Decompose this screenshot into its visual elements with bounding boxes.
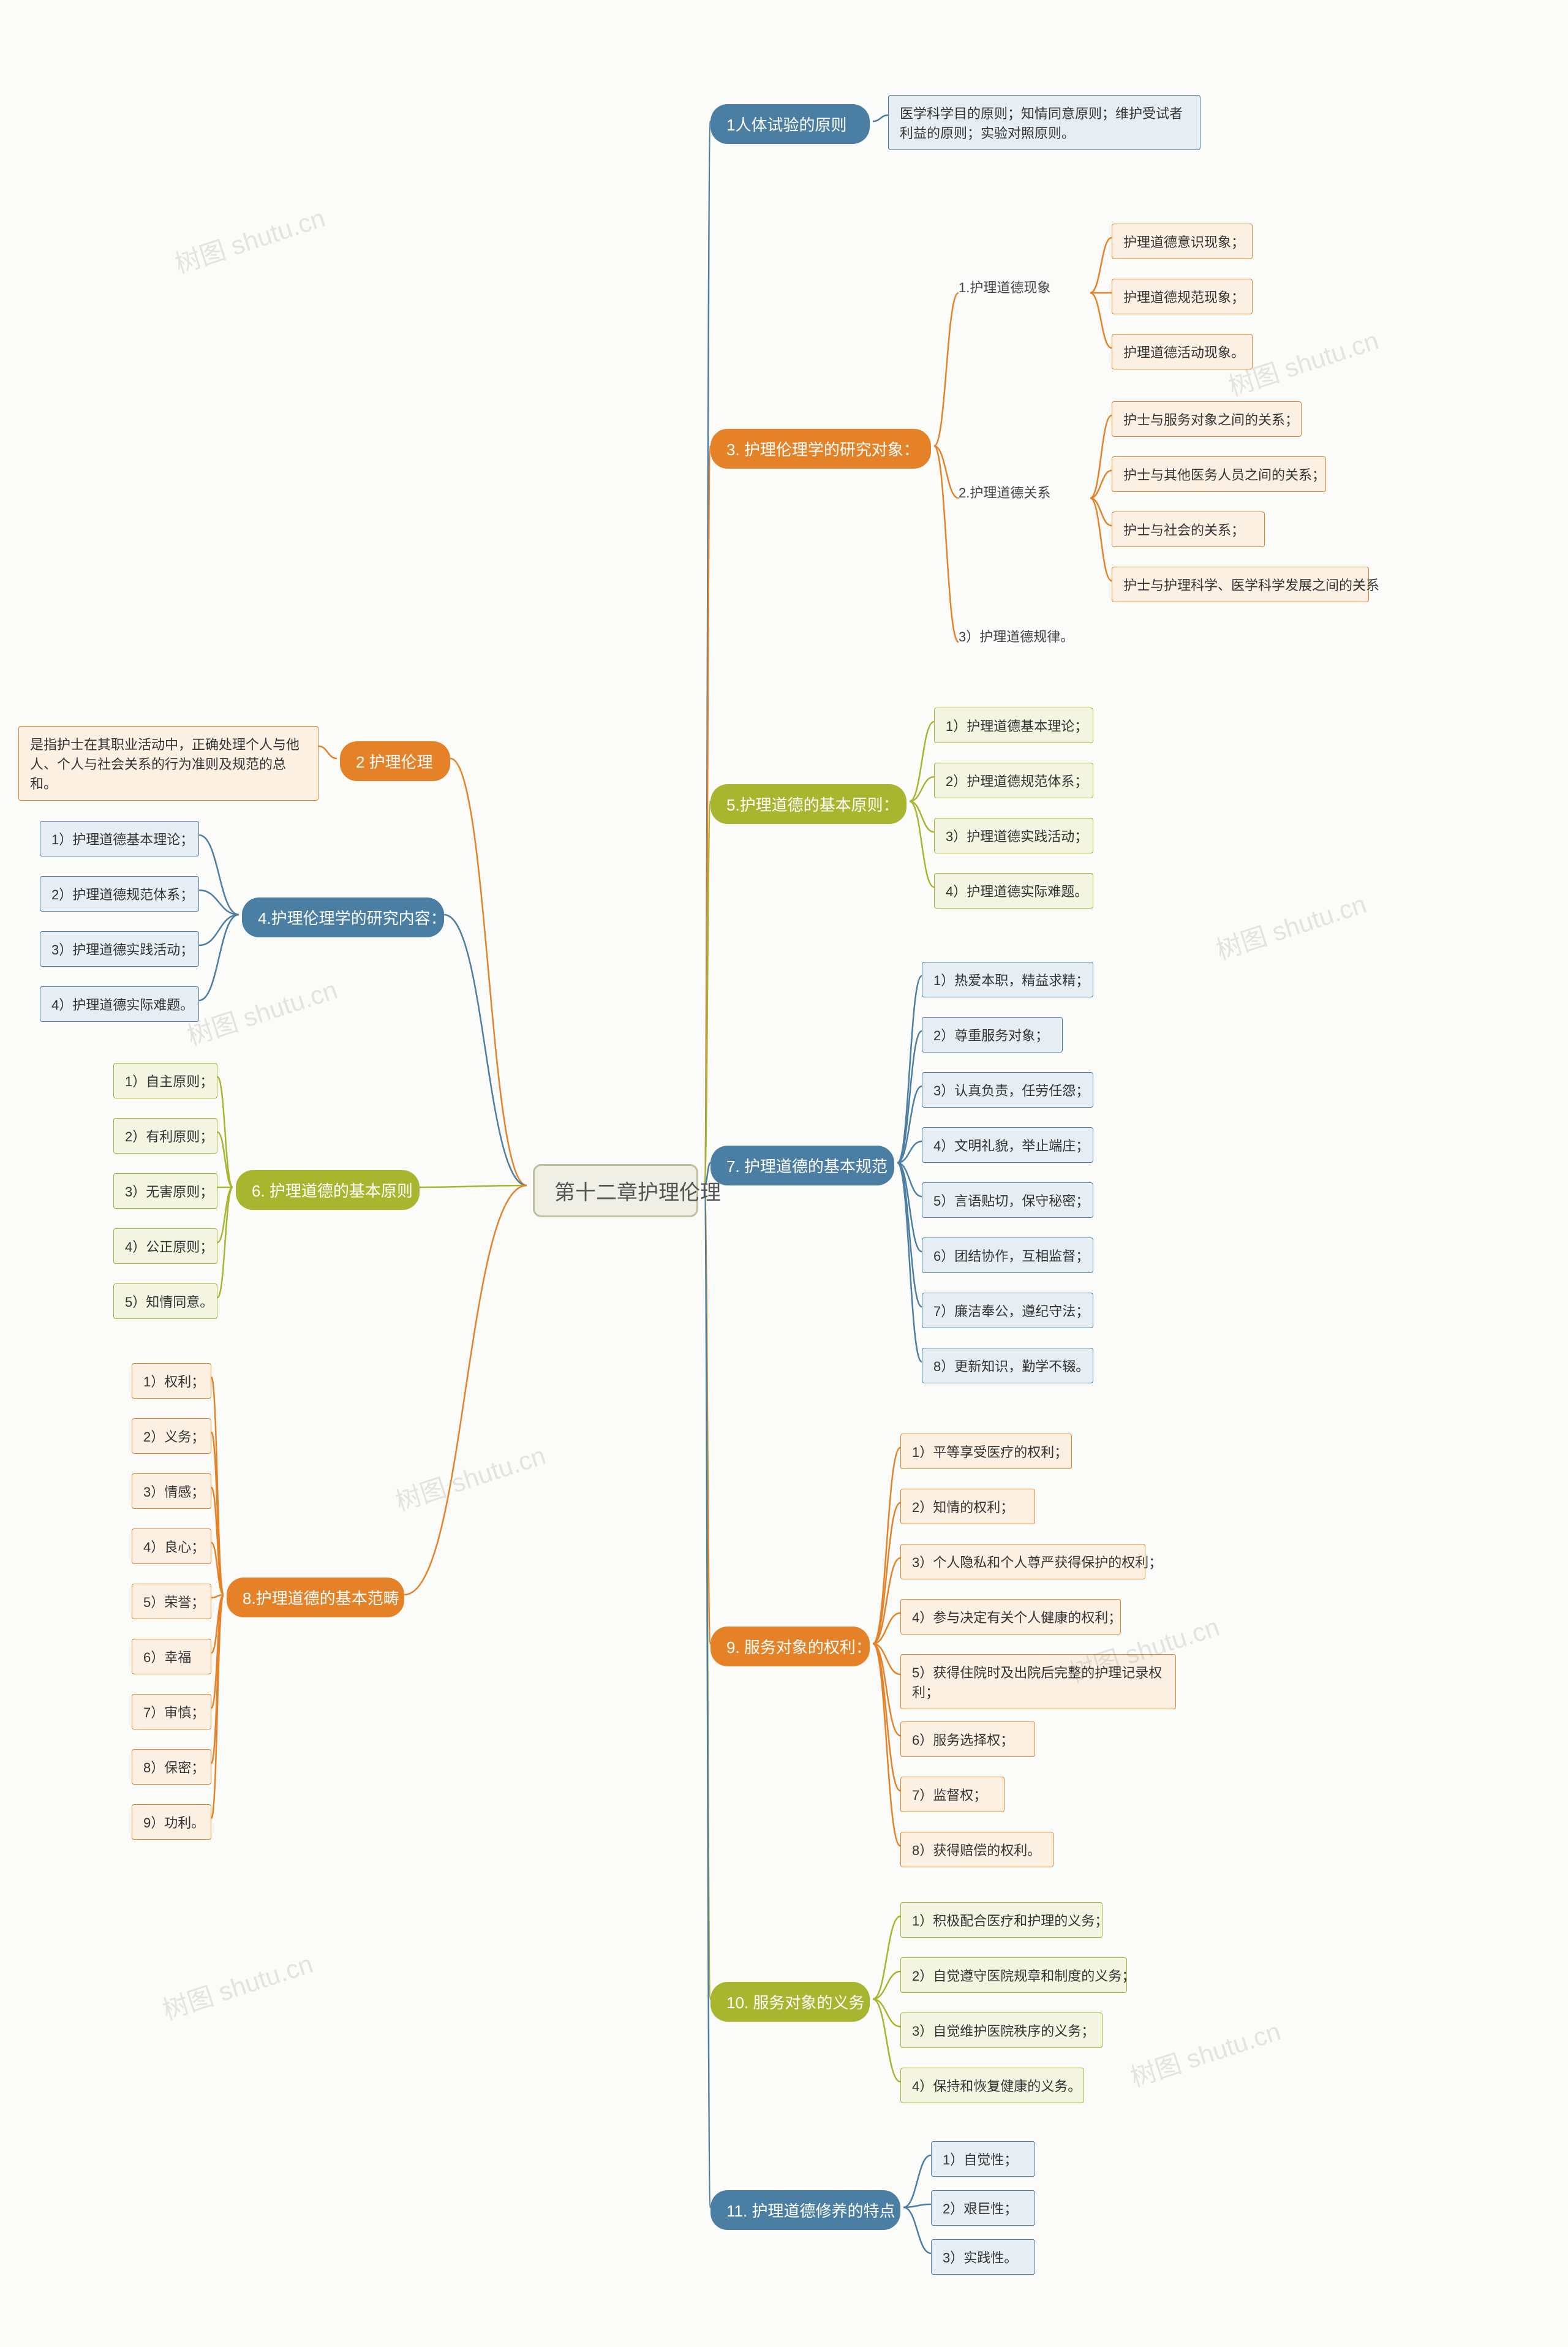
branch-l8-child-0: 1）权利； [132, 1363, 211, 1399]
branch-r3-child-0-sub-0: 护理道德意识现象； [1112, 224, 1253, 259]
branch-r5-child-3: 4）护理道德实际难题。 [934, 873, 1093, 909]
branch-r9: 9. 服务对象的权利： [710, 1627, 870, 1666]
branch-l6-child-3: 4）公正原则； [113, 1228, 217, 1264]
branch-r9-child-6: 7）监督权； [900, 1777, 1005, 1812]
branch-r1: 1人体试验的原则 [710, 104, 870, 144]
branch-l8: 8.护理道德的基本范畴 [227, 1578, 404, 1617]
branch-r9-child-1: 2）知情的权利； [900, 1489, 1035, 1524]
branch-r3-child-2: 3）护理道德规律。 [959, 628, 1099, 647]
branch-l4: 4.护理伦理学的研究内容： [242, 898, 444, 937]
watermark-4: 树图 shutu.cn [390, 1435, 550, 1519]
branch-l8-child-3: 4）良心； [132, 1529, 211, 1564]
branch-l2: 2 护理伦理 [340, 741, 450, 781]
branch-r5-child-0: 1）护理道德基本理论； [934, 708, 1093, 743]
branch-l6-child-0: 1）自主原则； [113, 1063, 217, 1098]
branch-l8-child-1: 2）义务； [132, 1418, 211, 1454]
branch-r10-child-3: 4）保持和恢复健康的义务。 [900, 2068, 1084, 2103]
branch-r7-child-3: 4）文明礼貌，举止端庄； [922, 1127, 1093, 1163]
branch-l4-child-3: 4）护理道德实际难题。 [40, 986, 199, 1022]
branch-r9-child-5: 6）服务选择权； [900, 1722, 1035, 1757]
branch-r5-child-1: 2）护理道德规范体系； [934, 763, 1093, 798]
branch-l8-child-7: 8）保密； [132, 1749, 211, 1785]
branch-l8-child-8: 9）功利。 [132, 1804, 211, 1840]
branch-r7-child-7: 8）更新知识，勤学不辍。 [922, 1348, 1093, 1383]
branch-r9-child-0: 1）平等享受医疗的权利； [900, 1434, 1072, 1469]
branch-r7-child-4: 5）言语贴切，保守秘密； [922, 1182, 1093, 1218]
branch-l2-child-0: 是指护士在其职业活动中，正确处理个人与他人、个人与社会关系的行为准则及规范的总和… [18, 726, 318, 801]
watermark-6: 树图 shutu.cn [157, 1943, 317, 2027]
branch-r7-child-1: 2）尊重服务对象； [922, 1017, 1063, 1053]
branch-r11-child-0: 1）自觉性； [931, 2141, 1035, 2177]
branch-r3: 3. 护理伦理学的研究对象： [710, 429, 931, 469]
branch-r9-child-3: 4）参与决定有关个人健康的权利； [900, 1599, 1121, 1635]
branch-r7-child-6: 7）廉洁奉公，遵纪守法； [922, 1293, 1093, 1328]
branch-r9-child-4: 5）获得住院时及出院后完整的护理记录权利； [900, 1654, 1176, 1709]
branch-r9-child-2: 3）个人隐私和个人尊严获得保护的权利； [900, 1544, 1145, 1579]
branch-l4-child-2: 3）护理道德实践活动； [40, 931, 199, 967]
watermark-3: 树图 shutu.cn [182, 969, 342, 1053]
branch-l6-child-4: 5）知情同意。 [113, 1283, 217, 1319]
branch-l6: 6. 护理道德的基本原则 [236, 1170, 420, 1210]
branch-r7-child-5: 6）团结协作，互相监督； [922, 1238, 1093, 1273]
branch-r11-child-1: 2）艰巨性； [931, 2190, 1035, 2226]
branch-r5-child-2: 3）护理道德实践活动； [934, 818, 1093, 853]
branch-l8-child-5: 6）幸福 [132, 1639, 211, 1674]
branch-r3-child-0: 1.护理道德现象 [959, 279, 1087, 298]
branch-r3-child-1-sub-3: 护士与护理科学、医学科学发展之间的关系 [1112, 567, 1369, 602]
branch-r3-child-1-sub-0: 护士与服务对象之间的关系； [1112, 401, 1302, 437]
branch-r11-child-2: 3）实践性。 [931, 2239, 1035, 2275]
root-node: 第十二章护理伦理 [533, 1164, 698, 1217]
branch-r10: 10. 服务对象的义务 [710, 1982, 870, 2022]
branch-r10-child-2: 3）自觉维护医院秩序的义务； [900, 2013, 1102, 2048]
watermark-2: 树图 shutu.cn [1211, 883, 1371, 967]
branch-l8-child-2: 3）情感； [132, 1473, 211, 1509]
branch-r7: 7. 护理道德的基本规范 [710, 1146, 894, 1185]
branch-r5: 5.护理道德的基本原则： [710, 784, 907, 824]
branch-l6-child-1: 2）有利原则； [113, 1118, 217, 1154]
branch-l4-child-1: 2）护理道德规范体系； [40, 876, 199, 912]
watermark-7: 树图 shutu.cn [1125, 2011, 1285, 2095]
branch-l8-child-4: 5）荣誉； [132, 1584, 211, 1619]
branch-l8-child-6: 7）审慎； [132, 1694, 211, 1729]
branch-r10-child-0: 1）积极配合医疗和护理的义务； [900, 1902, 1102, 1938]
branch-r1-child-0: 医学科学目的原则；知情同意原则；维护受试者利益的原则；实验对照原则。 [888, 95, 1200, 150]
branch-l4-child-0: 1）护理道德基本理论； [40, 821, 199, 856]
branch-r7-child-2: 3）认真负责，任劳任怨； [922, 1072, 1093, 1108]
branch-r3-child-0-sub-2: 护理道德活动现象。 [1112, 334, 1253, 369]
branch-r9-child-7: 8）获得赔偿的权利。 [900, 1832, 1054, 1867]
branch-l6-child-2: 3）无害原则； [113, 1173, 217, 1209]
watermark-0: 树图 shutu.cn [170, 197, 330, 281]
branch-r3-child-1-sub-2: 护士与社会的关系； [1112, 512, 1265, 547]
branch-r3-child-0-sub-1: 护理道德规范现象； [1112, 279, 1253, 314]
branch-r10-child-1: 2）自觉遵守医院规章和制度的义务； [900, 1957, 1127, 1993]
branch-r7-child-0: 1）热爱本职，精益求精； [922, 962, 1093, 997]
branch-r11: 11. 护理道德修养的特点 [710, 2190, 900, 2230]
branch-r3-child-1: 2.护理道德关系 [959, 484, 1087, 503]
branch-r3-child-1-sub-1: 护士与其他医务人员之间的关系； [1112, 456, 1326, 492]
